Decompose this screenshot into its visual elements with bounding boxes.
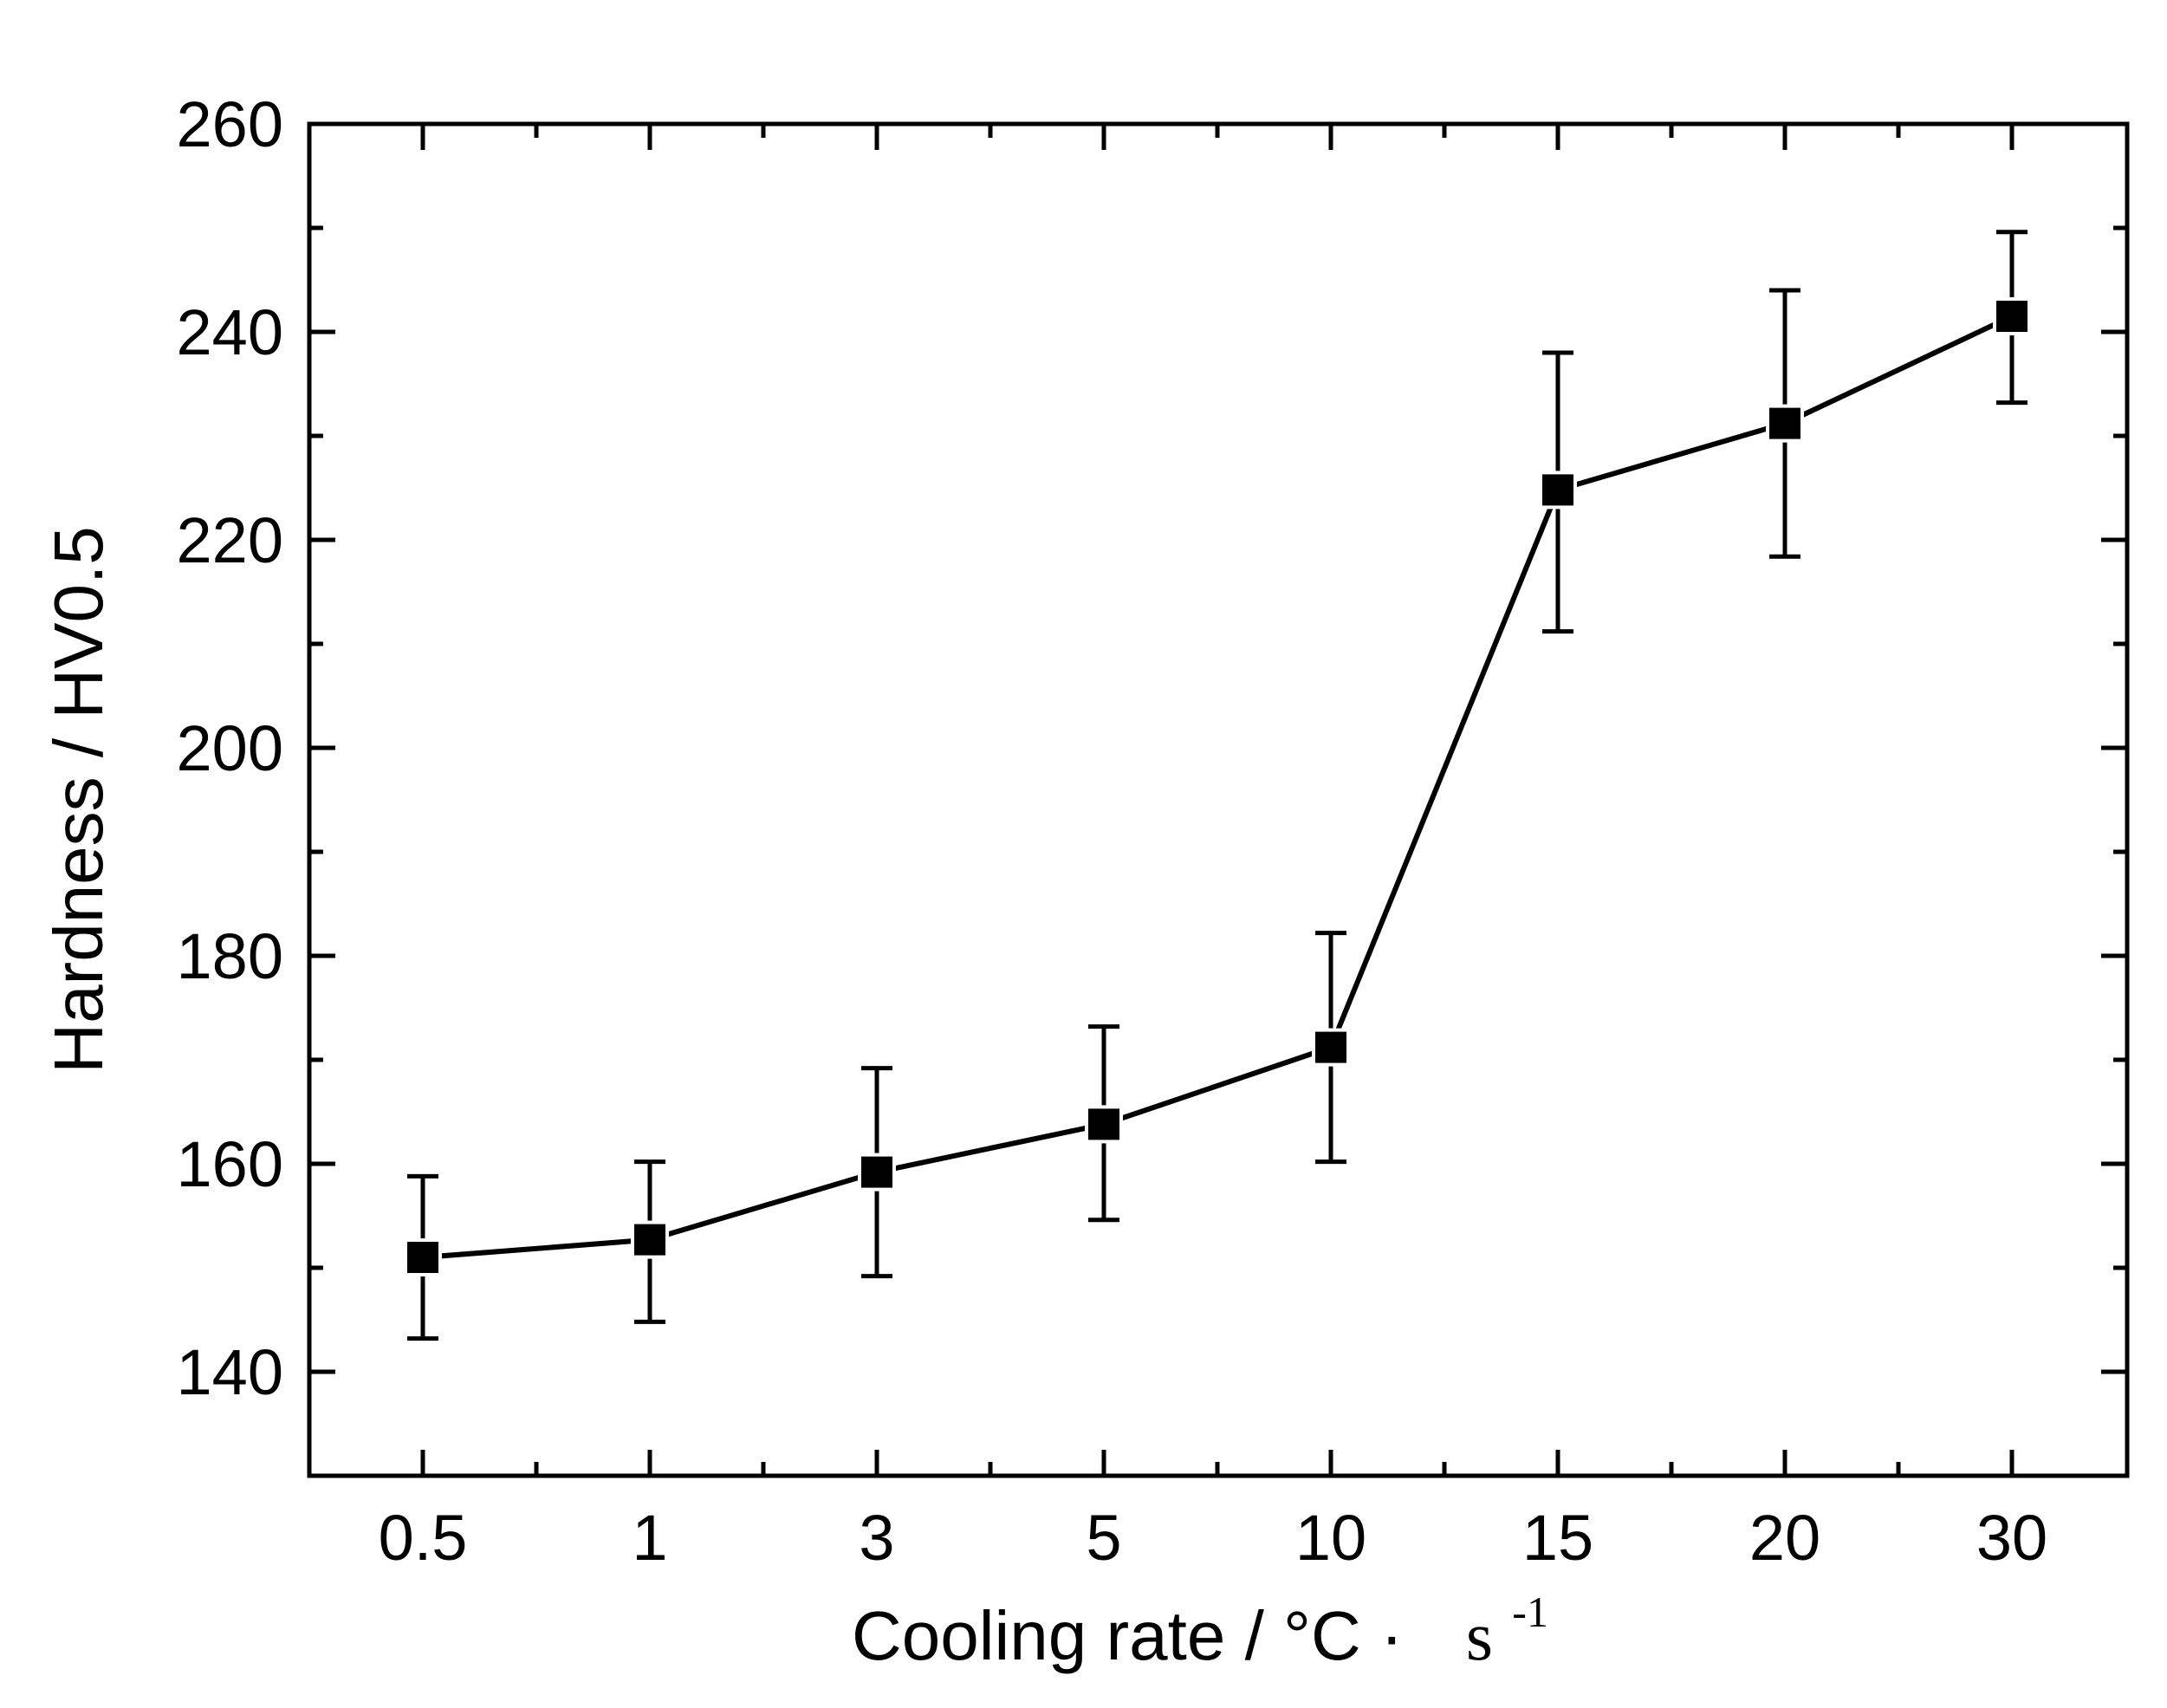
plot-frame [307,121,2130,1478]
x-tick-label: 30 [1976,1502,2047,1574]
x-axis-title-text: Cooling rate / °C [852,1597,1361,1674]
x-tick-label: 10 [1295,1502,1366,1574]
data-point-marker [404,1238,442,1276]
x-tick-label: 15 [1522,1502,1593,1574]
x-axis-title-dot: · [1380,1597,1404,1674]
y-tick-label: 260 [177,88,283,160]
series-markers [404,297,2031,1276]
x-tick-label: 3 [859,1502,894,1574]
y-tick-label: 200 [177,712,283,784]
x-tick-labels: 0.5 1 3 5 10 15 20 30 [379,1502,2048,1574]
y-tick-labels: 140 160 180 200 220 240 260 [177,88,283,1408]
series-lines [422,314,2014,1260]
data-point-marker [1312,1028,1350,1067]
x-tick-label: 5 [1086,1502,1121,1574]
x-axis-title-unit: s [1466,1599,1493,1675]
data-point-marker [1993,297,2031,335]
x-tick-label: 0.5 [379,1502,468,1574]
x-tick-label: 1 [632,1502,667,1574]
data-point-marker [631,1220,669,1259]
series-line [422,314,2014,1260]
y-tick-label: 220 [177,504,283,576]
y-tick-label: 160 [177,1128,283,1200]
data-point-marker [858,1153,896,1192]
y-tick-label: 240 [177,296,283,368]
x-axis-title-superscript: -1 [1512,1588,1548,1636]
y-axis-title: Hardness / HV0.5 [40,526,117,1073]
y-tick-label: 180 [177,920,283,992]
x-tick-label: 20 [1749,1502,1820,1574]
y-tick-label: 140 [177,1336,283,1408]
data-point-marker [1766,404,1804,443]
data-point-marker [1085,1105,1123,1144]
x-axis-title: Cooling rate / °C · s -1 [852,1588,1548,1675]
data-point-marker [1539,471,1577,510]
